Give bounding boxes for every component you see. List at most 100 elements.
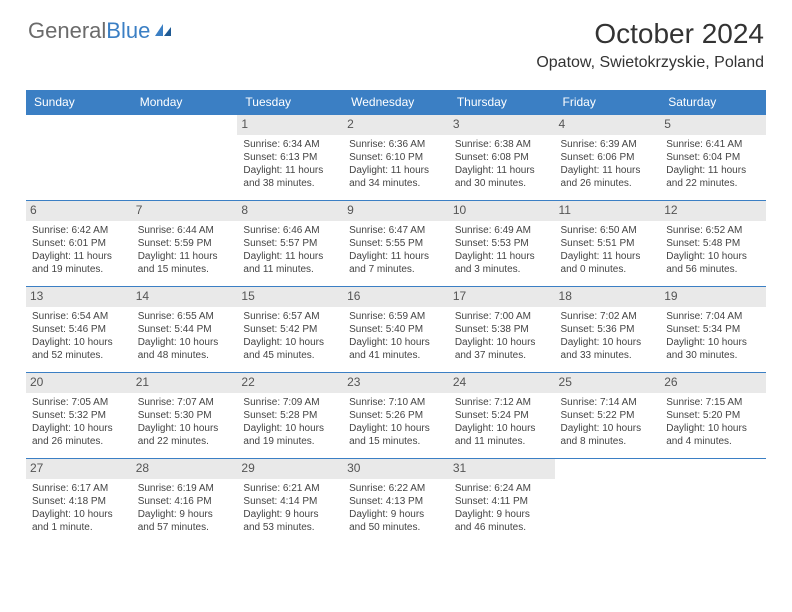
sunset-text: Sunset: 5:57 PM — [243, 237, 337, 250]
day-number: 18 — [555, 287, 661, 307]
day-number: 10 — [449, 201, 555, 221]
sunrise-text: Sunrise: 7:02 AM — [561, 310, 655, 323]
daylight-text: Daylight: 11 hours and 15 minutes. — [138, 250, 232, 276]
calendar-cell: 23Sunrise: 7:10 AMSunset: 5:26 PMDayligh… — [343, 373, 449, 459]
daylight-text: Daylight: 11 hours and 34 minutes. — [349, 164, 443, 190]
daylight-text: Daylight: 10 hours and 41 minutes. — [349, 336, 443, 362]
logo-text-blue: Blue — [106, 18, 150, 44]
day-number: 12 — [660, 201, 766, 221]
calendar-cell: 28 Sunrise: 6:19 AMSunset: 4:16 PMDayligh… — [132, 459, 238, 545]
day-number: 31 — [449, 459, 555, 479]
sunrise-text: Sunrise: 7:12 AM — [455, 396, 549, 409]
calendar-cell: 20Sunrise: 7:05 AMSunset: 5:32 PMDayligh… — [26, 373, 132, 459]
calendar-cell: 25Sunrise: 7:14 AMSunset: 5:22 PMDayligh… — [555, 373, 661, 459]
sunrise-text: Sunrise: 6:19 AM — [138, 482, 232, 495]
daylight-text: Daylight: 11 hours and 0 minutes. — [561, 250, 655, 276]
day-header: Sunday — [26, 90, 132, 115]
calendar-cell: 31Sunrise: 6:24 AMSunset: 4:11 PMDayligh… — [449, 459, 555, 545]
calendar-cell: 5Sunrise: 6:41 AMSunset: 6:04 PMDaylight… — [660, 115, 766, 201]
daylight-text: Daylight: 10 hours and 19 minutes. — [243, 422, 337, 448]
calendar-week-row: 13Sunrise: 6:54 AMSunset: 5:46 PMDayligh… — [26, 287, 766, 373]
sunset-text: Sunset: 5:38 PM — [455, 323, 549, 336]
day-header: Tuesday — [237, 90, 343, 115]
location-text: Opatow, Swietokrzyskie, Poland — [536, 54, 764, 72]
calendar-cell: 12Sunrise: 6:52 AMSunset: 5:48 PMDayligh… — [660, 201, 766, 287]
calendar-cell: 19Sunrise: 7:04 AMSunset: 5:34 PMDayligh… — [660, 287, 766, 373]
day-number: 26 — [660, 373, 766, 393]
day-number: 30 — [343, 459, 449, 479]
day-number: 16 — [343, 287, 449, 307]
sunrise-text: Sunrise: 6:41 AM — [666, 138, 760, 151]
sunrise-text: Sunrise: 6:38 AM — [455, 138, 549, 151]
daylight-text: Daylight: 11 hours and 26 minutes. — [561, 164, 655, 190]
day-header-row: Sunday Monday Tuesday Wednesday Thursday… — [26, 90, 766, 115]
calendar-cell: 22Sunrise: 7:09 AMSunset: 5:28 PMDayligh… — [237, 373, 343, 459]
calendar-week-row: 1Sunrise: 6:34 AMSunset: 6:13 PMDaylight… — [26, 115, 766, 201]
sunrise-text: Sunrise: 7:15 AM — [666, 396, 760, 409]
day-number: 28 — [132, 459, 238, 479]
day-number: 14 — [132, 287, 238, 307]
day-number: 23 — [343, 373, 449, 393]
daylight-text: Daylight: 9 hours and 57 minutes. — [138, 508, 232, 534]
calendar-cell: 27Sunrise: 6:17 AMSunset: 4:18 PMDayligh… — [26, 459, 132, 545]
calendar-cell: 4Sunrise: 6:39 AMSunset: 6:06 PMDaylight… — [555, 115, 661, 201]
daylight-text: Daylight: 10 hours and 1 minute. — [32, 508, 126, 534]
sunset-text: Sunset: 6:08 PM — [455, 151, 549, 164]
day-number: 24 — [449, 373, 555, 393]
daylight-text: Daylight: 10 hours and 52 minutes. — [32, 336, 126, 362]
daylight-text: Daylight: 10 hours and 48 minutes. — [138, 336, 232, 362]
sunrise-text: Sunrise: 7:14 AM — [561, 396, 655, 409]
calendar-cell: 1Sunrise: 6:34 AMSunset: 6:13 PMDaylight… — [237, 115, 343, 201]
calendar-cell: 11Sunrise: 6:50 AMSunset: 5:51 PMDayligh… — [555, 201, 661, 287]
sunrise-text: Sunrise: 7:10 AM — [349, 396, 443, 409]
sunrise-text: Sunrise: 7:05 AM — [32, 396, 126, 409]
sunset-text: Sunset: 6:10 PM — [349, 151, 443, 164]
day-number: 11 — [555, 201, 661, 221]
sunset-text: Sunset: 5:44 PM — [138, 323, 232, 336]
daylight-text: Daylight: 10 hours and 33 minutes. — [561, 336, 655, 362]
sunset-text: Sunset: 4:16 PM — [138, 495, 232, 508]
daylight-text: Daylight: 10 hours and 56 minutes. — [666, 250, 760, 276]
day-number: 17 — [449, 287, 555, 307]
sunrise-text: Sunrise: 7:07 AM — [138, 396, 232, 409]
sunrise-text: Sunrise: 6:59 AM — [349, 310, 443, 323]
sunrise-text: Sunrise: 6:46 AM — [243, 224, 337, 237]
sunrise-text: Sunrise: 6:21 AM — [243, 482, 337, 495]
sunrise-text: Sunrise: 6:52 AM — [666, 224, 760, 237]
sunrise-text: Sunrise: 7:00 AM — [455, 310, 549, 323]
daylight-text: Daylight: 11 hours and 19 minutes. — [32, 250, 126, 276]
daylight-text: Daylight: 10 hours and 22 minutes. — [138, 422, 232, 448]
calendar-cell: 13Sunrise: 6:54 AMSunset: 5:46 PMDayligh… — [26, 287, 132, 373]
calendar-cell — [555, 459, 661, 545]
daylight-text: Daylight: 11 hours and 7 minutes. — [349, 250, 443, 276]
sunrise-text: Sunrise: 6:54 AM — [32, 310, 126, 323]
calendar-cell: 24Sunrise: 7:12 AMSunset: 5:24 PMDayligh… — [449, 373, 555, 459]
daylight-text: Daylight: 10 hours and 37 minutes. — [455, 336, 549, 362]
calendar-cell: 16Sunrise: 6:59 AMSunset: 5:40 PMDayligh… — [343, 287, 449, 373]
sunrise-text: Sunrise: 6:39 AM — [561, 138, 655, 151]
day-number: 8 — [237, 201, 343, 221]
day-number: 22 — [237, 373, 343, 393]
sunrise-text: Sunrise: 6:44 AM — [138, 224, 232, 237]
calendar-cell: 10Sunrise: 6:49 AMSunset: 5:53 PMDayligh… — [449, 201, 555, 287]
month-title: October 2024 — [536, 18, 764, 50]
daylight-text: Daylight: 11 hours and 30 minutes. — [455, 164, 549, 190]
day-number: 4 — [555, 115, 661, 135]
calendar-cell: 18 Sunrise: 7:02 AMSunset: 5:36 PMDayligh… — [555, 287, 661, 373]
sunrise-text: Sunrise: 7:04 AM — [666, 310, 760, 323]
daylight-text: Daylight: 10 hours and 15 minutes. — [349, 422, 443, 448]
sunset-text: Sunset: 5:20 PM — [666, 409, 760, 422]
sunrise-text: Sunrise: 6:50 AM — [561, 224, 655, 237]
calendar-week-row: 6Sunrise: 6:42 AMSunset: 6:01 PMDaylight… — [26, 201, 766, 287]
calendar-cell — [132, 115, 238, 201]
daylight-text: Daylight: 9 hours and 46 minutes. — [455, 508, 549, 534]
sunset-text: Sunset: 5:24 PM — [455, 409, 549, 422]
sunrise-text: Sunrise: 6:55 AM — [138, 310, 232, 323]
sunrise-text: Sunrise: 6:49 AM — [455, 224, 549, 237]
calendar-cell: 2Sunrise: 6:36 AMSunset: 6:10 PMDaylight… — [343, 115, 449, 201]
sunrise-text: Sunrise: 6:34 AM — [243, 138, 337, 151]
sunset-text: Sunset: 5:36 PM — [561, 323, 655, 336]
calendar-cell: 8Sunrise: 6:46 AMSunset: 5:57 PMDaylight… — [237, 201, 343, 287]
day-header: Friday — [555, 90, 661, 115]
calendar-week-row: 27Sunrise: 6:17 AMSunset: 4:18 PMDayligh… — [26, 459, 766, 545]
